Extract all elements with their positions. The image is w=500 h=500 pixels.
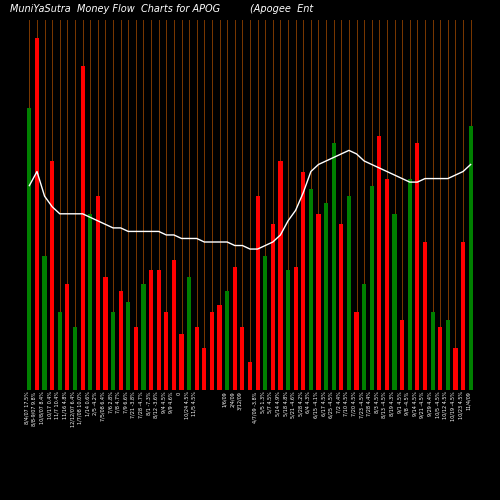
Text: MuniYaSutra  Money Flow  Charts for APOG: MuniYaSutra Money Flow Charts for APOG	[10, 4, 220, 15]
Bar	[73, 326, 77, 390]
Bar	[392, 214, 396, 390]
Bar	[210, 312, 214, 390]
Bar	[111, 312, 115, 390]
Bar	[446, 320, 450, 390]
Bar	[286, 270, 290, 390]
Bar	[385, 178, 389, 390]
Bar	[408, 178, 412, 390]
Bar	[430, 312, 434, 390]
Bar	[118, 292, 123, 390]
Bar	[309, 189, 313, 390]
Bar	[172, 260, 176, 390]
Bar	[461, 242, 465, 390]
Bar	[104, 277, 108, 390]
Bar	[362, 284, 366, 390]
Bar	[354, 312, 358, 390]
Bar	[324, 203, 328, 390]
Bar	[42, 256, 46, 390]
Bar	[263, 256, 268, 390]
Bar	[28, 108, 32, 390]
Bar	[149, 270, 153, 390]
Bar	[156, 270, 161, 390]
Bar	[400, 320, 404, 390]
Bar	[96, 196, 100, 390]
Bar	[88, 214, 92, 390]
Bar	[423, 242, 427, 390]
Bar	[202, 348, 206, 390]
Bar	[50, 161, 54, 390]
Bar	[438, 326, 442, 390]
Bar	[164, 312, 168, 390]
Bar	[377, 136, 382, 390]
Bar	[454, 348, 458, 390]
Bar	[225, 292, 230, 390]
Bar	[294, 266, 298, 390]
Bar	[278, 161, 282, 390]
Text: (Apogee  Ent: (Apogee Ent	[250, 4, 313, 15]
Bar	[218, 306, 222, 390]
Bar	[187, 277, 191, 390]
Bar	[370, 186, 374, 390]
Bar	[347, 196, 351, 390]
Bar	[180, 334, 184, 390]
Bar	[416, 144, 420, 390]
Bar	[194, 326, 199, 390]
Bar	[232, 266, 237, 390]
Bar	[134, 326, 138, 390]
Bar	[256, 196, 260, 390]
Bar	[248, 362, 252, 390]
Bar	[35, 38, 39, 390]
Bar	[332, 144, 336, 390]
Bar	[316, 214, 320, 390]
Bar	[270, 224, 275, 390]
Bar	[66, 284, 70, 390]
Bar	[468, 126, 472, 390]
Bar	[142, 284, 146, 390]
Bar	[339, 224, 344, 390]
Bar	[240, 326, 244, 390]
Bar	[58, 312, 62, 390]
Bar	[80, 66, 84, 390]
Bar	[301, 172, 306, 390]
Bar	[126, 302, 130, 390]
